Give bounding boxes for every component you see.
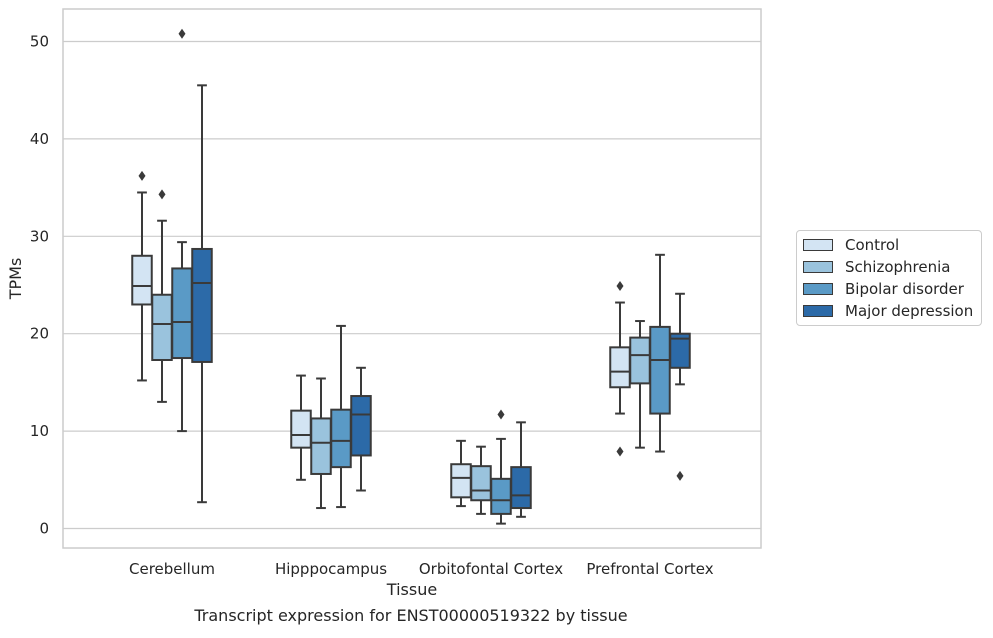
legend-item-major-depression: Major depression (803, 301, 973, 321)
x-axis-label: Tissue (386, 580, 437, 599)
y-tick-label-30: 30 (30, 227, 49, 245)
box-body-cerebellum-bipolar-disorder (171, 267, 193, 360)
legend-label-schizophrenia: Schizophrenia (845, 258, 951, 276)
box-cerebellum-control (131, 170, 153, 382)
box-body-prefrontal-cortex-control (609, 346, 631, 389)
box-body-prefrontal-cortex-bipolar-disorder (649, 325, 671, 415)
box-body-cerebellum-schizophrenia (151, 293, 173, 361)
y-axis-label: TPMs (6, 258, 25, 301)
box-body-orbitofontal-cortex-control (450, 463, 472, 499)
box-prefrontal-cortex-major-depression (669, 292, 691, 481)
box-cerebellum-major-depression (191, 84, 213, 504)
box-hipppocampus-major-depression (350, 366, 372, 492)
legend-swatch-schizophrenia (803, 261, 833, 273)
y-tick-label-20: 20 (30, 325, 49, 343)
box-prefrontal-cortex-schizophrenia (629, 320, 651, 449)
gridlines (63, 40, 761, 530)
legend-swatch-control (803, 239, 833, 251)
y-tick-label-10: 10 (30, 422, 49, 440)
legend-label-control: Control (845, 236, 900, 254)
box-orbitofontal-cortex-schizophrenia (470, 445, 492, 515)
box-body-prefrontal-cortex-schizophrenia (629, 336, 651, 385)
legend: Control Schizophrenia Bipolar disorder M… (796, 230, 982, 326)
legend-label-major-depression: Major depression (845, 302, 974, 320)
y-tick-label-40: 40 (30, 130, 49, 148)
legend-label-bipolar-disorder: Bipolar disorder (845, 280, 964, 298)
outlier-prefrontal-cortex-control-0 (616, 280, 624, 291)
legend-swatch-major-depression (803, 305, 833, 317)
legend-item-control: Control (803, 235, 899, 255)
box-hipppocampus-schizophrenia (310, 377, 332, 510)
outlier-orbitofontal-cortex-bipolar-disorder-0 (497, 409, 505, 420)
box-cerebellum-bipolar-disorder (171, 28, 193, 433)
box-prefrontal-cortex-bipolar-disorder (649, 253, 671, 453)
box-hipppocampus-bipolar-disorder (330, 324, 352, 509)
box-body-orbitofontal-cortex-bipolar-disorder (490, 477, 512, 515)
box-body-cerebellum-control (131, 254, 153, 306)
axis-ticks: 0 10 20 30 40 50 Cerebellum Hipppocampus Orbitof… (30, 33, 714, 579)
y-tick-label-0: 0 (39, 520, 49, 538)
figure-caption: Transcript expression for ENST0000051932… (194, 606, 628, 625)
legend-swatch-bipolar-disorder (803, 283, 833, 295)
x-tick-label-cerebellum: Cerebellum (129, 560, 215, 578)
outlier-cerebellum-bipolar-disorder-0 (178, 28, 186, 39)
box-body-prefrontal-cortex-major-depression (669, 332, 691, 369)
x-tick-label-orbitofontal-cortex: Orbitofontal Cortex (419, 560, 563, 578)
box-series (131, 28, 691, 525)
legend-item-bipolar-disorder: Bipolar disorder (803, 279, 964, 299)
plot-frame (62, 8, 762, 549)
box-body-hipppocampus-major-depression (350, 395, 372, 457)
box-cerebellum-schizophrenia (151, 189, 173, 403)
box-body-hipppocampus-bipolar-disorder (330, 408, 352, 469)
box-body-orbitofontal-cortex-major-depression (510, 466, 532, 510)
y-tick-label-50: 50 (30, 33, 49, 51)
outlier-cerebellum-control-0 (138, 170, 146, 181)
x-tick-label-prefrontal-cortex: Prefrontal Cortex (586, 560, 713, 578)
outlier-prefrontal-cortex-control-1 (616, 446, 624, 457)
outlier-prefrontal-cortex-major-depression-0 (676, 470, 684, 481)
box-orbitofontal-cortex-control (450, 439, 472, 508)
box-prefrontal-cortex-control (609, 280, 631, 457)
box-hipppocampus-control (290, 374, 312, 481)
box-orbitofontal-cortex-bipolar-disorder (490, 409, 512, 525)
outlier-cerebellum-schizophrenia-0 (158, 189, 166, 200)
box-body-cerebellum-major-depression (191, 247, 213, 363)
box-orbitofontal-cortex-major-depression (510, 421, 532, 518)
legend-item-schizophrenia: Schizophrenia (803, 257, 950, 277)
x-tick-label-hipppocampus: Hipppocampus (275, 560, 387, 578)
box-body-hipppocampus-schizophrenia (310, 417, 332, 475)
box-body-hipppocampus-control (290, 409, 312, 449)
box-body-orbitofontal-cortex-schizophrenia (470, 465, 492, 502)
